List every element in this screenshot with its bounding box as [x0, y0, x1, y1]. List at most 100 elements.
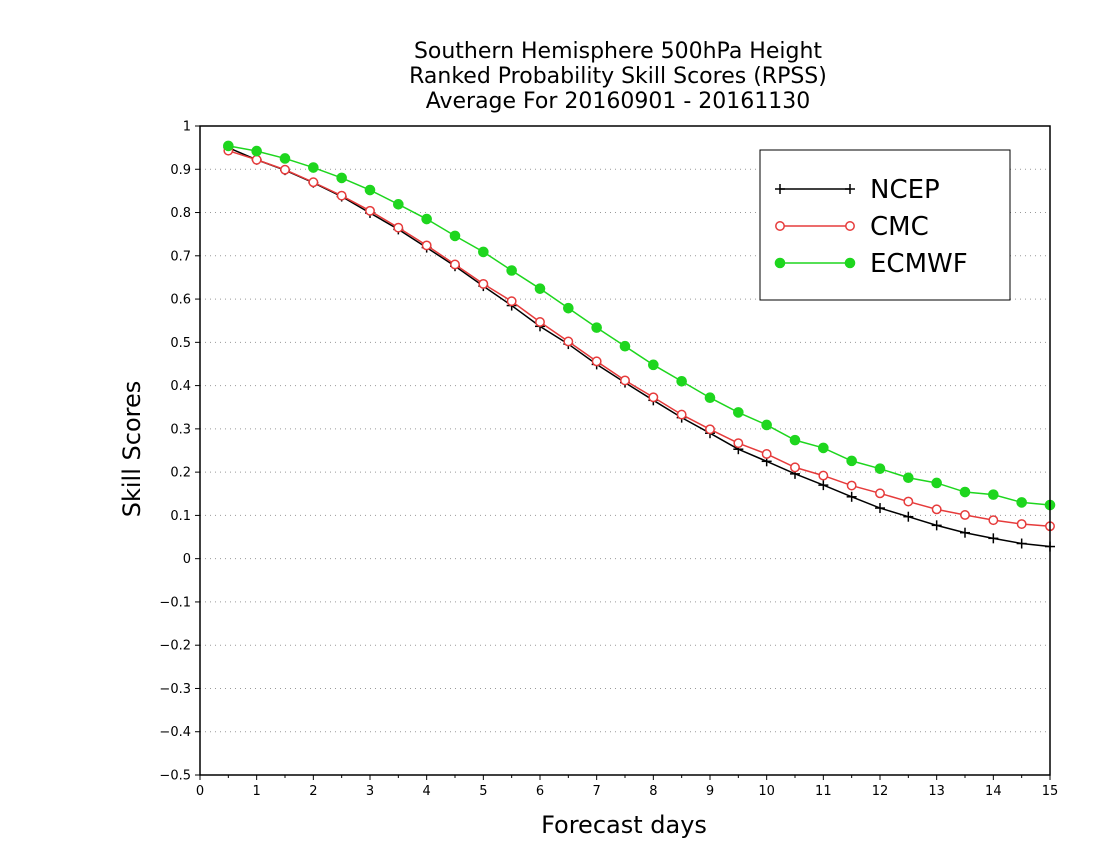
data-point-cmc: [875, 488, 885, 499]
legend-marker-cmc: [845, 221, 855, 231]
legend-label-ecmwf: ECMWF: [870, 249, 968, 279]
x-tick-label: 0: [196, 784, 204, 799]
data-point-ecmwf: [931, 477, 942, 489]
legend-marker-ecmwf: [844, 257, 856, 269]
x-tick-label: 5: [479, 784, 487, 799]
data-point-ecmwf: [364, 184, 376, 196]
data-point-ecmwf: [223, 140, 234, 152]
data-point-ecmwf: [648, 359, 659, 371]
legend-marker-ncep: [775, 184, 785, 194]
data-point-cmc: [846, 480, 857, 491]
data-point-ecmwf: [903, 472, 914, 484]
x-tick-label: 9: [706, 784, 714, 799]
y-tick-label: 0.4: [170, 379, 191, 394]
data-point-cmc: [478, 278, 489, 289]
data-point-cmc: [761, 449, 772, 459]
data-point-ncep: [818, 480, 829, 491]
data-point-ecmwf: [846, 455, 857, 467]
data-point-ncep: [960, 527, 970, 538]
x-tick-label: 4: [423, 784, 431, 799]
y-tick-label: 1: [183, 120, 191, 135]
data-point-cmc: [705, 424, 715, 435]
chart-title: Southern Hemisphere 500hPa Height Ranked…: [409, 39, 827, 114]
x-tick-label: 11: [815, 784, 832, 799]
y-tick-label: 0.9: [170, 163, 191, 178]
x-tick-label: 14: [985, 784, 1002, 799]
data-point-ecmwf: [704, 392, 716, 404]
data-point-cmc: [733, 438, 744, 449]
x-tick-label: 12: [872, 784, 889, 799]
data-point-ecmwf: [591, 322, 602, 333]
data-point-ncep: [846, 491, 857, 502]
legend-label-ncep: NCEP: [870, 175, 940, 205]
data-point-ncep: [931, 520, 942, 531]
data-point-ncep: [988, 533, 999, 544]
legend-item-ecmwf: ECMWF: [774, 249, 968, 279]
data-point-cmc: [421, 240, 432, 251]
data-point-ecmwf: [563, 302, 574, 314]
x-tick-label: 1: [253, 784, 261, 799]
y-tick-label: −0.4: [159, 725, 191, 740]
data-point-ecmwf: [421, 213, 432, 225]
y-tick-label: 0.5: [170, 336, 191, 351]
data-point-ecmwf: [733, 407, 744, 418]
data-point-cmc: [308, 177, 319, 188]
data-point-cmc: [790, 462, 800, 473]
y-tick-label: −0.2: [159, 639, 191, 654]
data-point-cmc: [563, 336, 574, 347]
x-tick-label: 10: [758, 784, 775, 799]
data-point-ecmwf: [818, 442, 829, 454]
data-point-ecmwf: [789, 434, 801, 446]
series-layer: [223, 140, 1056, 552]
x-tick-label: 8: [649, 784, 657, 799]
data-point-ecmwf: [393, 199, 404, 210]
data-point-cmc: [1016, 519, 1027, 530]
chart-title-line-3: Average For 20160901 - 20161130: [426, 89, 811, 114]
y-tick-label: −0.1: [159, 595, 191, 610]
y-tick-label: −0.5: [159, 769, 191, 784]
data-point-ncep: [903, 511, 914, 522]
data-point-cmc: [648, 392, 659, 403]
data-point-ecmwf: [534, 283, 546, 294]
y-tick-label: 0.6: [170, 293, 191, 308]
chart-title-line-1: Southern Hemisphere 500hPa Height: [414, 39, 822, 64]
x-axis-label: Forecast days: [541, 811, 707, 839]
data-point-ecmwf: [506, 265, 517, 276]
data-point-ecmwf: [619, 340, 631, 352]
legend-item-cmc: CMC: [775, 212, 929, 242]
x-tick-label: 7: [593, 784, 601, 799]
data-point-cmc: [336, 190, 347, 201]
data-point-cmc: [960, 510, 970, 520]
data-point-ecmwf: [874, 463, 886, 474]
chart-title-line-2: Ranked Probability Skill Scores (RPSS): [409, 64, 827, 89]
x-tick-label: 13: [928, 784, 945, 799]
x-tick-label: 3: [366, 784, 374, 799]
data-point-cmc: [365, 205, 375, 216]
y-tick-label: 0: [183, 552, 191, 567]
data-point-ecmwf: [449, 230, 461, 242]
data-point-cmc: [591, 356, 602, 367]
legend-item-ncep: NCEP: [775, 175, 940, 205]
data-point-cmc: [818, 470, 829, 481]
legend-box: [759, 149, 1011, 301]
y-axis-ticks: −0.5 −0.4 −0.3 −0.2 −0.1 0 0.1 0.2 0.3 0.4 0.5 0.6 0…: [159, 120, 200, 784]
y-tick-label: 0.2: [170, 466, 191, 481]
data-point-ecmwf: [251, 145, 262, 157]
data-point-cmc: [988, 515, 999, 526]
data-point-cmc: [251, 154, 262, 165]
y-tick-label: 0.3: [170, 422, 191, 437]
data-point-ecmwf: [676, 375, 687, 387]
series-ecmwf: [223, 140, 1056, 511]
data-point-ecmwf: [336, 172, 347, 184]
legend-marker-cmc: [775, 221, 785, 231]
data-point-ecmwf: [478, 246, 489, 258]
x-tick-label: 2: [309, 784, 317, 799]
data-point-cmc: [903, 496, 914, 507]
y-tick-label: 0.7: [170, 249, 191, 264]
data-point-ncep: [875, 503, 885, 514]
legend: NCEP CMC ECMWF: [759, 149, 1011, 301]
y-tick-label: 0.1: [170, 509, 191, 524]
x-tick-label: 6: [536, 784, 544, 799]
plot-frame: [199, 125, 1051, 776]
